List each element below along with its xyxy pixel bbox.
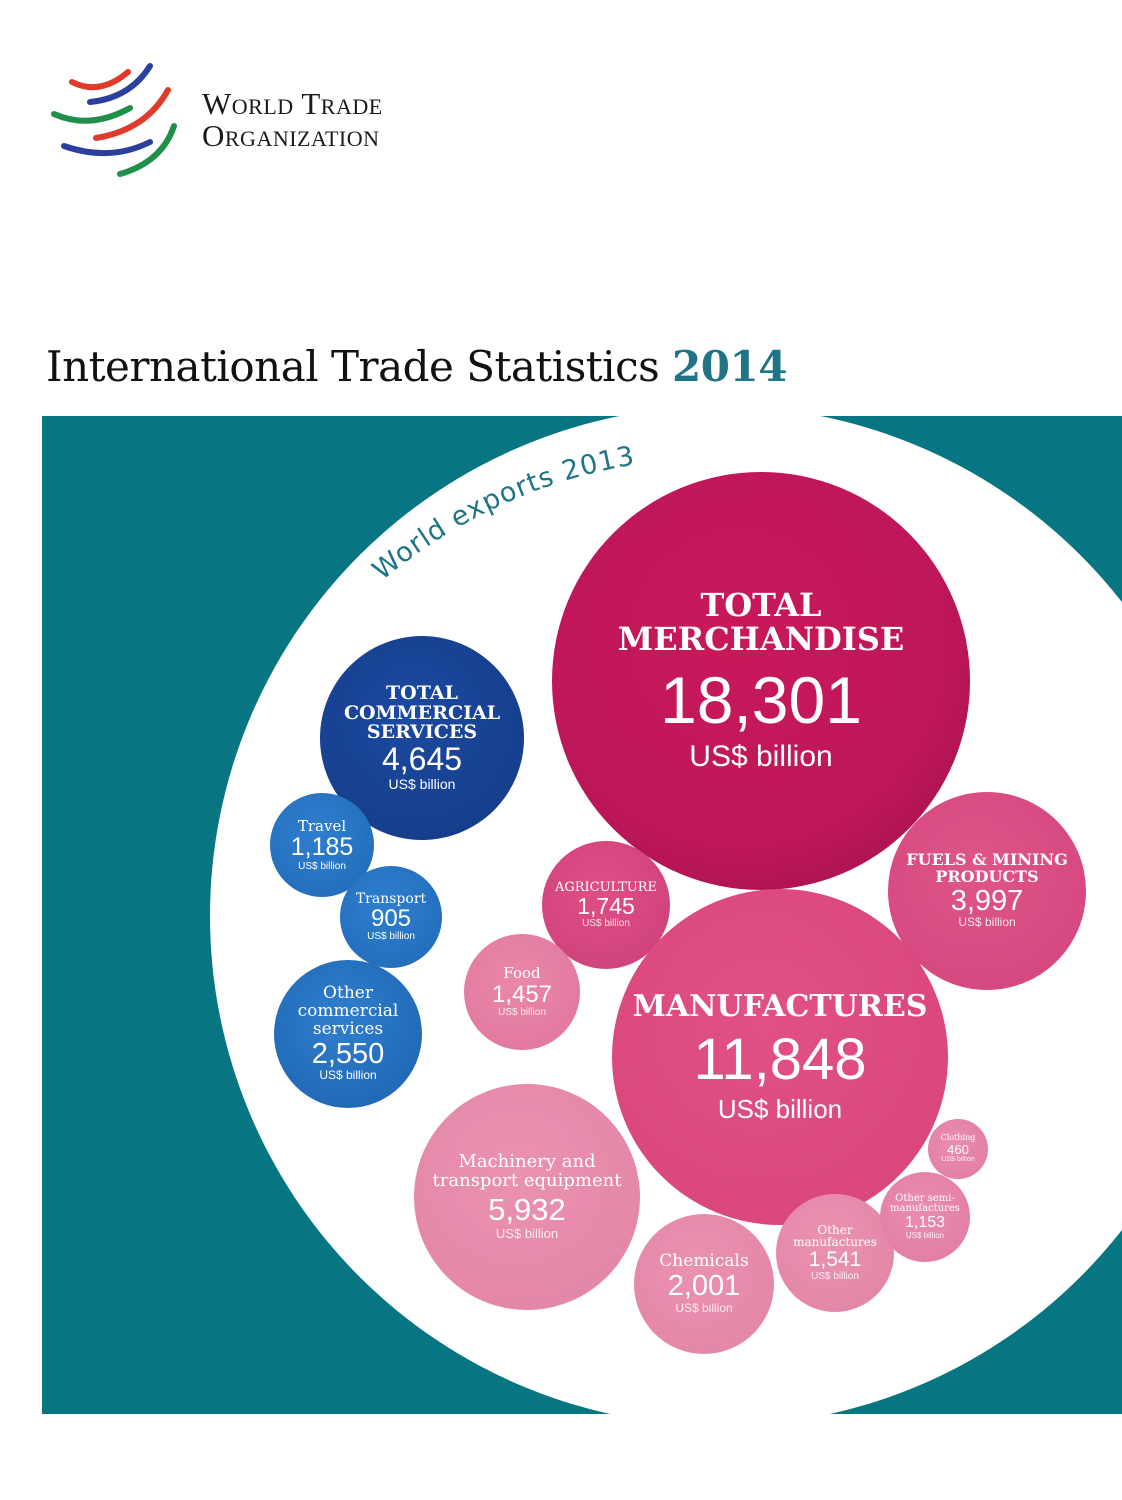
bubble-other-commercial-services: Other commercial services 2,550 US$ bill… [274,960,422,1108]
label: MANUFACTURES [632,988,928,1024]
unit: US$ billion [498,1006,546,1018]
org-name-line2: Organization [202,118,380,153]
page-title: International Trade Statistics 2014 [46,342,787,391]
bubble-fuels-mining: FUELS & MINING PRODUCTS 3,997 US$ billio… [888,792,1086,990]
label: Transport [355,890,427,907]
bubble-other-manufactures: Other manufactures 1,541 US$ billion [776,1194,894,1312]
label: Travel [297,816,347,835]
value: 2,001 [667,1270,741,1303]
label: MERCHANDISE [617,619,905,658]
label: Food [503,964,541,983]
unit: US$ billion [958,915,1016,930]
label: commercial [297,1001,399,1022]
unit: US$ billion [495,1226,559,1242]
unit: US$ billion [298,860,346,872]
unit: US$ billion [319,1068,377,1083]
label: PRODUCTS [935,867,1039,887]
unit: US$ billion [675,1300,733,1315]
value: 5,932 [488,1192,566,1228]
unit: US$ billion [811,1271,859,1283]
label: SERVICES [366,721,478,744]
value: 460 [947,1141,969,1157]
title-text: International Trade Statistics [46,342,660,391]
label: AGRICULTURE [554,879,658,895]
bubble-agriculture: AGRICULTURE 1,745 US$ billion [542,841,670,969]
label: Machinery and [458,1150,596,1172]
value: 18,301 [660,663,862,738]
wto-logo-icon [51,63,177,177]
infographic-panel: World exports 2013 TOTAL MERCHANDISE 18,… [42,416,1122,1414]
bubble-machinery-transport: Machinery and transport equipment 5,932 … [414,1084,640,1310]
bubble-other-semi-manufactures: Other semi- manufactures 1,153 US$ billi… [880,1172,970,1262]
label: FUELS & MINING [906,850,1068,870]
label: manufactures [793,1235,877,1250]
title-year: 2014 [672,342,787,391]
label: Clothing [940,1133,976,1143]
bubble-manufactures: MANUFACTURES 11,848 US$ billion [612,889,948,1225]
unit: US$ billion [905,1230,945,1240]
value: 4,645 [381,741,463,778]
label: TOTAL [386,681,458,704]
value: 1,541 [808,1248,862,1272]
label: transport equipment [432,1169,622,1191]
unit: US$ billion [388,776,456,792]
label: Other semi- [895,1192,955,1204]
unit: US$ billion [717,1093,843,1124]
label: manufactures [890,1203,960,1215]
label: services [312,1019,384,1040]
unit: US$ billion [582,918,630,930]
value: 1,457 [491,980,553,1008]
label: Other [323,983,373,1004]
value: 2,550 [311,1037,385,1070]
value: 1,745 [577,893,635,920]
label: Other [817,1222,853,1237]
org-name-line1: World Trade [202,86,383,121]
value: 3,997 [950,884,1024,917]
label: COMMERCIAL [343,701,501,724]
bubble-clothing: Clothing 460 US$ billion [928,1119,988,1179]
value: 11,848 [693,1027,867,1092]
unit: US$ billion [689,739,833,773]
unit: US$ billion [941,1156,975,1164]
bubble-total-merchandise: TOTAL MERCHANDISE 18,301 US$ billion [552,472,970,890]
value: 1,153 [904,1213,946,1231]
value: 905 [370,905,412,933]
value: 1,185 [290,833,354,862]
bubble-total-commercial-services: TOTAL COMMERCIAL SERVICES 4,645 US$ bill… [320,636,524,840]
bubble-food: Food 1,457 US$ billion [464,934,580,1050]
bubble-chemicals: Chemicals 2,001 US$ billion [634,1214,774,1354]
label: TOTAL [700,586,822,625]
org-name: World Trade Organization [202,88,383,152]
bubble-transport: Transport 905 US$ billion [340,866,442,968]
label: Chemicals [659,1251,749,1272]
unit: US$ billion [367,931,415,943]
